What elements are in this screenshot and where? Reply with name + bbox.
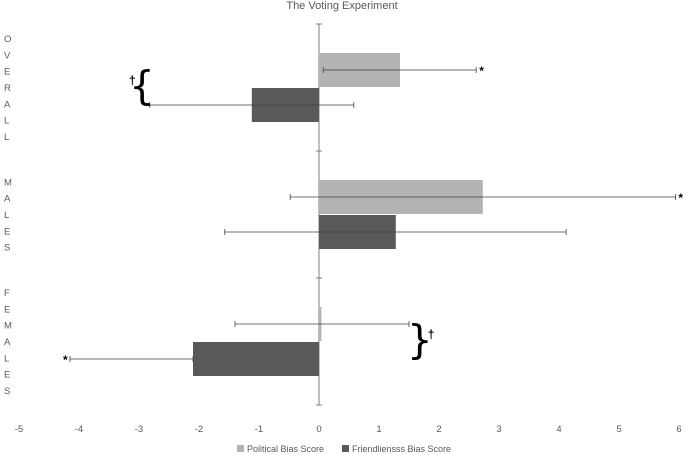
dagger-mark: †: [428, 328, 435, 342]
error-bar: [69, 356, 194, 362]
x-tick-label: 5: [616, 424, 621, 435]
error-bar: [149, 102, 355, 108]
x-tick-label: 0: [316, 424, 321, 435]
category-letter: M: [4, 321, 12, 332]
x-tick-label: -5: [15, 424, 23, 435]
legend-item-friendliness: Friendliensss Bias Score: [342, 444, 451, 454]
x-tick-label: 2: [436, 424, 441, 435]
significance-asterisk: *: [479, 64, 484, 78]
x-tick-label: 6: [676, 424, 681, 435]
bars: [193, 53, 483, 376]
error-bar: [234, 321, 410, 327]
legend: Political Bias Score Friendliensss Bias S…: [237, 444, 451, 454]
brace-open: {: [129, 64, 154, 110]
error-bars: [69, 67, 676, 362]
error-bar: [224, 229, 567, 235]
legend-swatch: [237, 445, 244, 452]
x-tick-label: -4: [75, 424, 83, 435]
x-tick-labels: -5 -4 -3 -2 -1 0 1 2 3 4 5 6: [15, 424, 682, 435]
axes: [316, 23, 322, 406]
significance-asterisk: *: [63, 353, 68, 367]
category-letter: L: [4, 210, 9, 221]
dagger-mark: †: [129, 74, 136, 88]
significance-bracket: {†: [129, 64, 155, 110]
category-letter: E: [4, 370, 10, 381]
category-letter: M: [4, 177, 12, 188]
category-letter: L: [4, 132, 9, 143]
legend-swatch: [342, 445, 349, 452]
legend-label: Friendliensss Bias Score: [352, 444, 451, 454]
category-letter: V: [4, 50, 11, 61]
legend-label: Political Bias Score: [247, 444, 324, 454]
x-tick-label: 1: [376, 424, 381, 435]
error-bar: [322, 67, 477, 73]
significance-bracket: }†: [407, 318, 434, 364]
bar-females-friendliness: [193, 342, 319, 376]
x-tick-label: 4: [556, 424, 561, 435]
x-tick-label: -1: [255, 424, 263, 435]
annotations: *{†*}†*: [63, 64, 683, 368]
x-tick-label: 3: [496, 424, 501, 435]
category-letter: R: [4, 83, 11, 94]
category-letter: E: [4, 226, 10, 237]
significance-asterisk: *: [678, 191, 683, 205]
legend-item-political: Political Bias Score: [237, 444, 324, 454]
category-letter: O: [4, 34, 11, 45]
category-letter: S: [4, 243, 10, 254]
category-letter: E: [4, 67, 10, 78]
chart-title: The Voting Experiment: [286, 0, 397, 12]
category-letter: L: [4, 116, 9, 127]
category-letter: L: [4, 353, 9, 364]
category-letter: S: [4, 386, 10, 397]
category-letter: E: [4, 304, 10, 315]
category-letter: A: [4, 194, 11, 205]
x-tick-label: -3: [135, 424, 143, 435]
error-bar: [289, 194, 676, 200]
category-letter: F: [4, 288, 10, 299]
x-tick-label: -2: [195, 424, 203, 435]
category-letter: A: [4, 337, 11, 348]
brace-close: }: [407, 318, 432, 364]
category-letter: A: [4, 99, 11, 110]
